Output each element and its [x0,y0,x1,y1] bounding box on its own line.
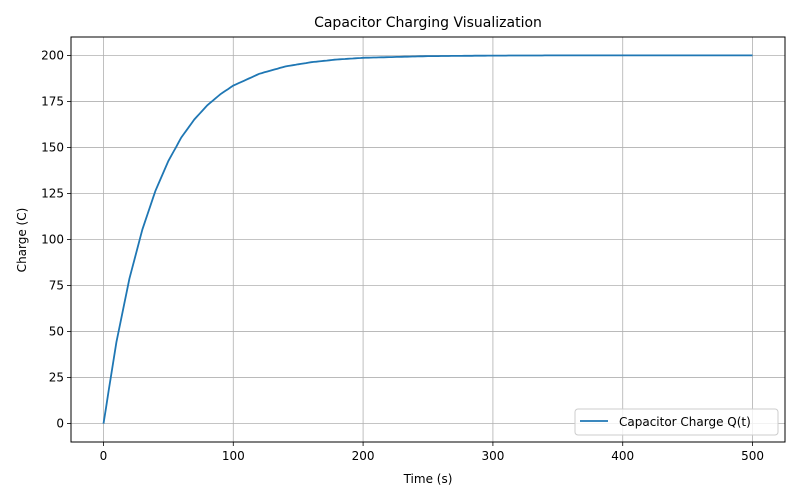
y-tick-label: 50 [49,325,64,339]
series-lines [102,54,753,424]
chart-title: Capacitor Charging Visualization [314,15,542,31]
legend: Capacitor Charge Q(t) [574,408,779,436]
y-tick-label: 175 [41,94,64,108]
legend-box [574,408,779,436]
y-axis-ticks: 0 25 50 75 100 125 150 175 200 [41,48,71,431]
x-tick-label: 400 [611,449,634,463]
x-tick-label: 500 [741,449,764,463]
x-tick-label: 0 [100,449,108,463]
legend-label: Capacitor Charge Q(t) [619,415,751,429]
y-tick-label: 0 [56,417,64,431]
x-tick-label: 200 [352,449,375,463]
y-axis-label: Charge (C) [15,208,29,273]
series-line [102,54,753,424]
x-tick-label: 300 [481,449,504,463]
y-tick-label: 125 [41,186,64,200]
y-tick-label: 150 [41,140,64,154]
y-tick-label: 100 [41,233,64,247]
y-tick-label: 200 [41,48,64,62]
y-tick-label: 25 [49,371,64,385]
x-tick-label: 100 [222,449,245,463]
y-tick-label: 75 [49,279,64,293]
x-axis-ticks: 0 100 200 300 400 500 [100,442,764,463]
x-axis-label: Time (s) [403,472,453,486]
